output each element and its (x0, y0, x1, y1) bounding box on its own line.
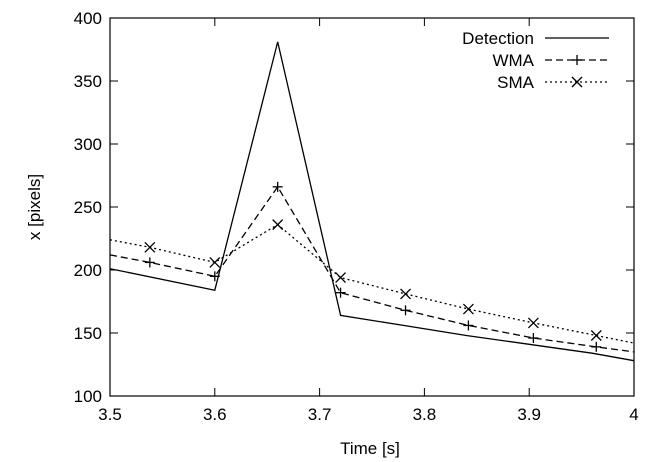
series-detection (109, 41, 635, 362)
data-point-sma (144, 241, 156, 253)
x-tick-label: 3.8 (413, 405, 437, 424)
legend: Detection WMA SMA (462, 29, 609, 92)
y-axis-title: x [pixels] (25, 174, 44, 240)
legend-entry-sma: SMA (497, 73, 609, 92)
data-point-wma (272, 181, 283, 192)
y-tick-label: 200 (74, 261, 102, 280)
legend-entry-wma: WMA (492, 51, 609, 70)
x-tick-label: 3.9 (517, 405, 541, 424)
x-axis-title: Time [s] (340, 439, 400, 458)
data-point-wma (209, 271, 220, 282)
data-point-sma (209, 256, 221, 268)
y-tick-label: 100 (74, 387, 102, 406)
data-point-wma (591, 341, 602, 352)
data-point-wma (335, 287, 346, 298)
y-tick-label: 150 (74, 324, 102, 343)
series-line-sma (109, 223, 635, 344)
data-point-sma (590, 330, 602, 341)
legend-label: Detection (462, 29, 534, 48)
series-wma (109, 181, 635, 353)
x-tick-label: 3.7 (308, 405, 332, 424)
series-line-wma (109, 185, 635, 353)
data-point-sma (400, 288, 411, 300)
legend-entry-detection: Detection (462, 29, 609, 48)
y-tick-label: 250 (74, 198, 102, 217)
x-tick-label: 3.5 (98, 405, 122, 424)
data-point-wma (463, 320, 474, 331)
legend-label: SMA (497, 73, 535, 92)
x-tick-label: 3.6 (203, 405, 227, 424)
data-point-wma (400, 305, 411, 316)
data-point-sma (335, 272, 347, 284)
data-point-wma (528, 333, 539, 344)
legend-marker (571, 76, 583, 88)
y-tick-label: 400 (74, 9, 102, 28)
data-point-sma (527, 317, 539, 329)
y-tick-label: 350 (74, 72, 102, 91)
plot-area-frame (109, 17, 635, 397)
legend-marker (572, 55, 582, 65)
series-sma (109, 219, 635, 344)
legend-label: WMA (492, 51, 534, 70)
series-line-detection (109, 41, 635, 362)
data-point-sma (462, 303, 474, 315)
data-point-wma (144, 257, 155, 268)
y-tick-label: 300 (74, 135, 102, 154)
data-point-sma (272, 219, 284, 231)
x-tick-label: 4 (629, 405, 638, 424)
